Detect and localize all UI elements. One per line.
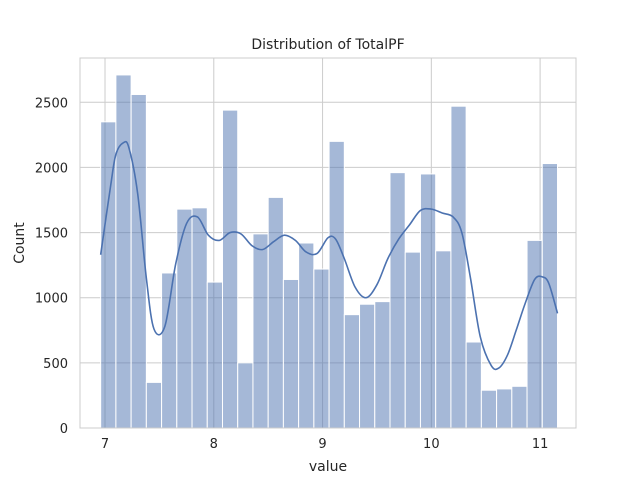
y-tick-label: 2500 — [35, 96, 68, 111]
histogram-bar — [541, 163, 559, 429]
histogram-bar — [237, 362, 254, 429]
histogram-bar — [511, 385, 528, 429]
x-tick-label: 10 — [423, 437, 440, 452]
x-tick-label: 9 — [318, 437, 326, 452]
histogram-bar — [343, 314, 361, 429]
histogram-bar — [374, 301, 391, 429]
y-tick-label: 1500 — [35, 227, 68, 242]
kde-curve — [99, 140, 559, 371]
histogram-bar — [328, 140, 345, 429]
histogram-bar — [435, 250, 452, 429]
y-tick-label: 1000 — [35, 292, 68, 307]
histogram-bar — [526, 239, 543, 429]
histogram-bar — [450, 105, 467, 429]
histogram-bar — [115, 74, 132, 429]
histogram-bar — [161, 272, 178, 429]
histogram-bar — [480, 389, 498, 429]
x-axis-ticks: 7 8 9 10 11 — [101, 437, 549, 452]
histogram-bar — [298, 242, 315, 429]
x-tick-label: 8 — [210, 437, 218, 452]
histogram-bar — [404, 251, 421, 429]
histogram-bar — [145, 381, 163, 429]
y-tick-label: 500 — [43, 357, 68, 372]
y-tick-label: 0 — [60, 422, 68, 437]
histogram-bar — [176, 208, 193, 429]
histogram-bar — [465, 341, 482, 429]
histogram-bar — [496, 388, 513, 429]
histogram-bar — [419, 173, 437, 429]
histogram-bar — [206, 281, 223, 429]
y-axis-ticks: 0 500 1000 1500 2000 2500 — [35, 96, 68, 437]
x-tick-label: 11 — [532, 437, 549, 452]
y-tick-label: 2000 — [35, 161, 68, 176]
histogram-bar — [389, 172, 406, 429]
histogram-bar — [252, 233, 269, 429]
histogram-bar — [359, 303, 376, 429]
histogram-bar — [221, 109, 239, 429]
x-axis-label: value — [309, 459, 347, 475]
chart-title: Distribution of TotalPF — [251, 37, 404, 53]
histogram-bar — [267, 196, 284, 429]
histogram-bar — [282, 278, 300, 429]
plot-frame — [79, 57, 577, 429]
y-axis-label: Count — [12, 222, 28, 264]
x-tick-label: 7 — [101, 437, 109, 452]
histogram-bar — [191, 207, 208, 429]
histogram-bar — [313, 268, 330, 429]
